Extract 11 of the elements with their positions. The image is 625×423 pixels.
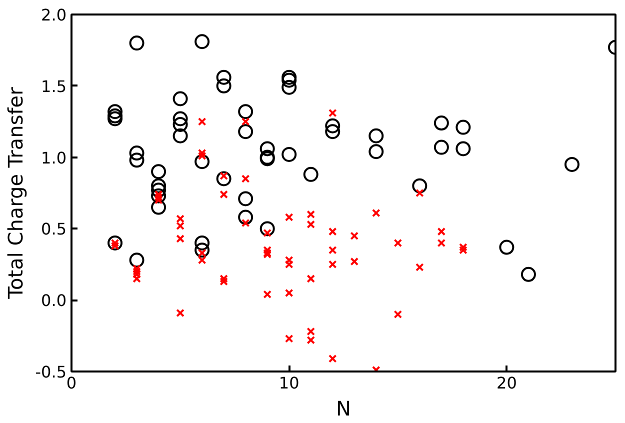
- x-tick-label: 10: [278, 374, 300, 392]
- x-tick-label: 0: [66, 374, 77, 392]
- y-tick-label: -0.5: [35, 362, 66, 382]
- y-axis-title: Total Charge Transfer: [3, 86, 28, 300]
- y-tick-label: 2.0: [41, 6, 67, 24]
- y-tick-label: 1.5: [41, 76, 67, 96]
- y-tick-label: 1.0: [41, 148, 67, 168]
- x-axis-title: N: [336, 396, 351, 420]
- x-tick-label: 20: [496, 374, 517, 392]
- y-tick-label: 0.0: [41, 291, 67, 310]
- y-tick-label: 0.5: [41, 220, 67, 239]
